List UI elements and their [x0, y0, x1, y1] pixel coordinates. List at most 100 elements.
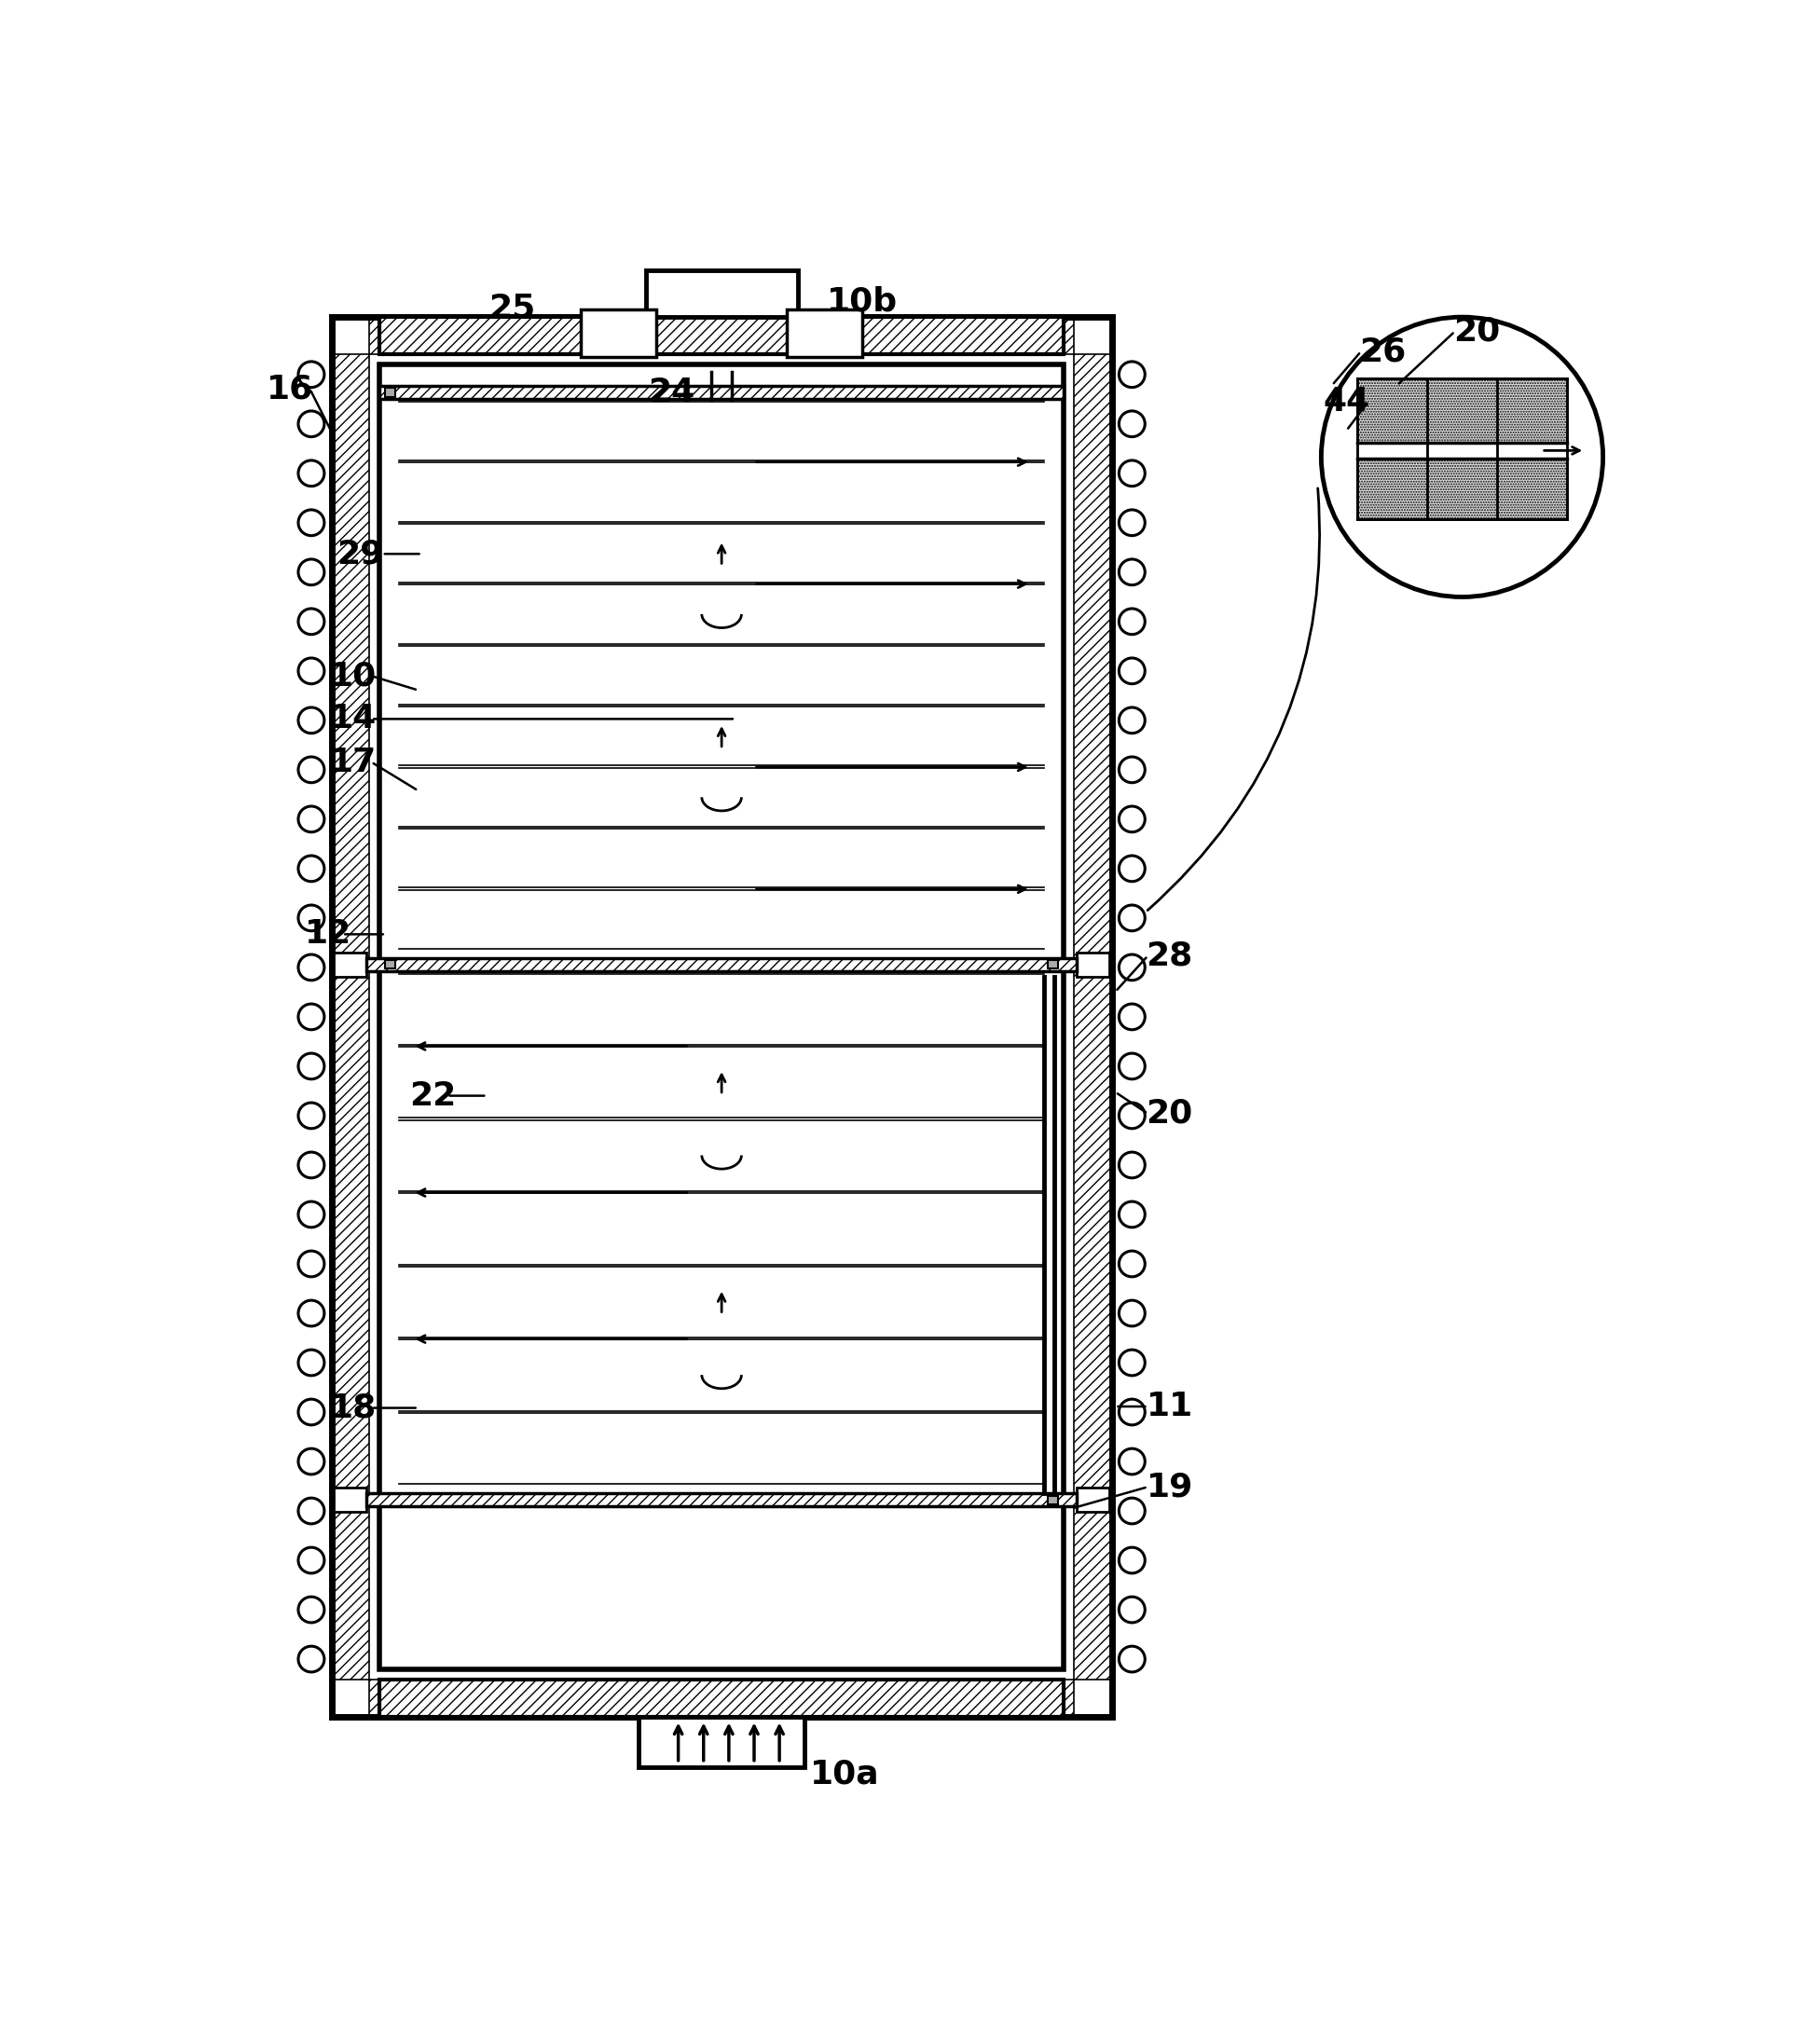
Circle shape [297, 1251, 325, 1278]
Circle shape [1119, 955, 1145, 981]
Bar [379, 317, 1065, 354]
Circle shape [1119, 1251, 1145, 1278]
Text: 12: 12 [305, 918, 352, 950]
Text: 18: 18 [330, 1392, 377, 1425]
Circle shape [297, 1153, 325, 1177]
Bar [379, 317, 1065, 354]
Circle shape [297, 1004, 325, 1030]
Circle shape [297, 756, 325, 783]
Circle shape [1119, 509, 1145, 536]
Circle shape [297, 658, 325, 685]
Circle shape [297, 1449, 325, 1474]
Circle shape [297, 560, 325, 585]
Text: 29: 29 [337, 538, 385, 570]
Circle shape [1119, 658, 1145, 685]
Bar [399, 523, 1043, 583]
Bar [1078, 953, 1110, 977]
Circle shape [297, 1596, 325, 1623]
Bar [1078, 1488, 1110, 1513]
Bar [1357, 458, 1567, 519]
Bar [399, 646, 1043, 705]
Circle shape [1119, 560, 1145, 585]
Bar [399, 1120, 1043, 1192]
Circle shape [297, 1498, 325, 1525]
Bar [399, 403, 1043, 460]
Text: 14: 14 [330, 703, 377, 734]
Circle shape [1119, 1300, 1145, 1327]
Bar [399, 889, 1043, 948]
Circle shape [297, 805, 325, 832]
Text: 26: 26 [1359, 335, 1406, 368]
Bar [399, 462, 1043, 521]
Circle shape [1119, 1596, 1145, 1623]
Bar [399, 828, 1043, 887]
Text: 44: 44 [1322, 386, 1370, 417]
Circle shape [1119, 1053, 1145, 1079]
Circle shape [297, 1547, 325, 1574]
Bar [332, 317, 1112, 1717]
Circle shape [297, 955, 325, 981]
Circle shape [297, 1102, 325, 1128]
Bar [366, 959, 1078, 971]
Circle shape [297, 1300, 325, 1327]
Circle shape [297, 609, 325, 634]
Bar [332, 354, 368, 1680]
Circle shape [297, 411, 325, 437]
Bar [399, 1194, 1043, 1265]
Circle shape [297, 905, 325, 930]
Bar [385, 961, 395, 969]
Circle shape [1119, 460, 1145, 486]
Bar [379, 1680, 1065, 1717]
Circle shape [297, 509, 325, 536]
Text: 24: 24 [648, 376, 695, 409]
Text: 20: 20 [1453, 315, 1500, 347]
Bar [639, 1717, 805, 1766]
Bar [787, 311, 862, 356]
Bar [399, 1412, 1043, 1484]
Circle shape [297, 1349, 325, 1376]
Circle shape [1119, 1102, 1145, 1128]
Circle shape [1119, 1400, 1145, 1425]
Bar [646, 270, 798, 317]
Circle shape [1119, 1547, 1145, 1574]
Bar [379, 386, 1065, 399]
Bar [399, 585, 1043, 644]
Bar [1048, 1496, 1058, 1504]
Circle shape [1119, 805, 1145, 832]
Bar [399, 769, 1043, 826]
Text: 17: 17 [330, 746, 377, 779]
Bar [1074, 354, 1112, 1680]
Circle shape [1119, 1153, 1145, 1177]
Circle shape [1119, 1449, 1145, 1474]
Bar [366, 959, 1078, 971]
Circle shape [1119, 1004, 1145, 1030]
Circle shape [297, 707, 325, 734]
Circle shape [297, 1053, 325, 1079]
Text: 22: 22 [410, 1079, 455, 1112]
Bar [379, 364, 1065, 1670]
Bar [379, 386, 1065, 399]
Text: 20: 20 [1146, 1098, 1194, 1130]
Circle shape [297, 1400, 325, 1425]
Circle shape [1119, 411, 1145, 437]
Circle shape [1119, 1349, 1145, 1376]
Bar [366, 1494, 1078, 1506]
Circle shape [297, 1645, 325, 1672]
Circle shape [1119, 609, 1145, 634]
Text: 11: 11 [1146, 1390, 1194, 1423]
Circle shape [1119, 1498, 1145, 1525]
Bar [1357, 378, 1567, 444]
Circle shape [1119, 1645, 1145, 1672]
Bar [399, 707, 1043, 766]
Bar [334, 953, 366, 977]
Circle shape [1119, 756, 1145, 783]
Circle shape [297, 1202, 325, 1226]
Text: 19: 19 [1146, 1472, 1194, 1502]
Text: 10: 10 [330, 660, 377, 691]
Text: 16: 16 [267, 372, 314, 405]
Circle shape [1119, 856, 1145, 881]
Text: 28: 28 [1146, 940, 1194, 971]
Text: 10a: 10a [809, 1758, 880, 1791]
Bar [580, 311, 657, 356]
Circle shape [1119, 905, 1145, 930]
